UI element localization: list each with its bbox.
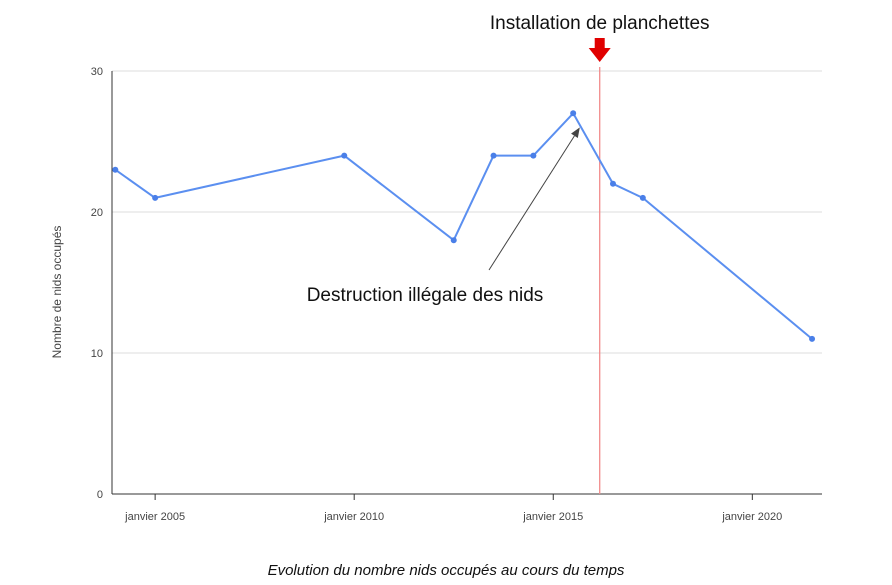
destruction-arrow-line xyxy=(488,135,575,271)
y-tick-label-0: 0 xyxy=(97,489,103,501)
series-line-0 xyxy=(114,112,813,340)
y-tick-label-10: 10 xyxy=(91,348,103,360)
figure-caption: Evolution du nombre nids occupés au cour… xyxy=(267,562,625,579)
series-layer xyxy=(112,110,816,342)
vertical-marker: Installation de planchettes xyxy=(490,13,710,494)
tick-labels: 0 10 20 30 janvier 2005 janvier 2010 janvier 2… xyxy=(91,66,783,523)
axes xyxy=(111,71,822,500)
x-tick-label-2010: janvier 2010 xyxy=(323,511,384,523)
data-point-2009-10 xyxy=(341,152,348,159)
y-tick-label-20: 20 xyxy=(91,207,103,219)
data-point-2015-07 xyxy=(570,110,577,117)
data-point-2005-01 xyxy=(152,194,159,201)
annotation-layer: Destruction illégale des nids xyxy=(307,127,580,306)
data-point-2004-01 xyxy=(112,166,119,173)
data-point-2021-07 xyxy=(809,335,816,342)
installation-label: Installation de planchettes xyxy=(490,13,710,34)
y-axis-title: Nombre de nids occupés xyxy=(50,226,64,359)
data-point-2016-07 xyxy=(609,180,616,187)
destruction-arrow-head xyxy=(571,127,580,138)
data-point-2012-07 xyxy=(450,237,457,244)
destruction-label: Destruction illégale des nids xyxy=(307,285,544,306)
y-tick-label-30: 30 xyxy=(91,66,103,78)
installation-arrow-icon xyxy=(588,38,611,62)
data-point-2017-04 xyxy=(639,194,646,201)
x-tick-label-2015: janvier 2015 xyxy=(522,511,583,523)
x-tick-label-2005: janvier 2005 xyxy=(124,511,185,523)
data-point-2013-07 xyxy=(490,152,497,159)
data-point-2014-07 xyxy=(530,152,537,159)
line-chart: 0 10 20 30 janvier 2005 janvier 2010 janvier 2… xyxy=(50,13,822,523)
x-tick-label-2020: janvier 2020 xyxy=(721,511,782,523)
